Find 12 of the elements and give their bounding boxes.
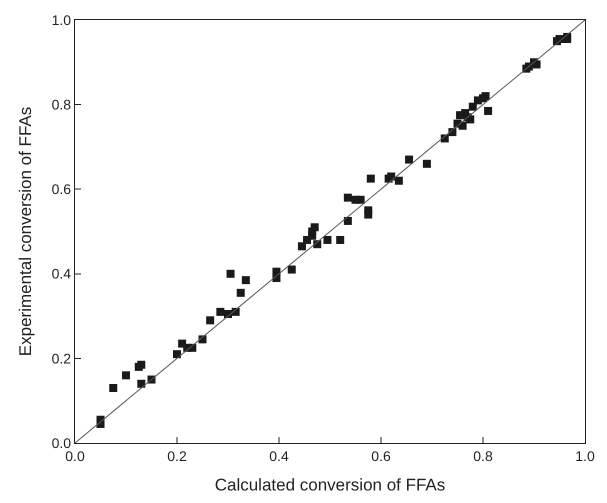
y-tick-label: 0.4 xyxy=(52,266,72,282)
x-tick-label: 0.4 xyxy=(269,448,289,464)
x-tick-label: 0.2 xyxy=(167,448,187,464)
x-axis-title: Calculated conversion of FFAs xyxy=(214,475,446,494)
y-tick-label: 1.0 xyxy=(52,12,72,28)
y-tick-label: 0.2 xyxy=(52,350,72,366)
y-axis-title: Experimental conversion of FFAs xyxy=(16,106,36,356)
y-tick-label: 0.8 xyxy=(52,96,72,112)
x-tick-label: 1.0 xyxy=(575,448,595,464)
y-tick-label: 0.6 xyxy=(52,181,72,198)
x-tick-label: 0.6 xyxy=(371,448,391,464)
x-tick-label: 0.8 xyxy=(473,448,493,464)
